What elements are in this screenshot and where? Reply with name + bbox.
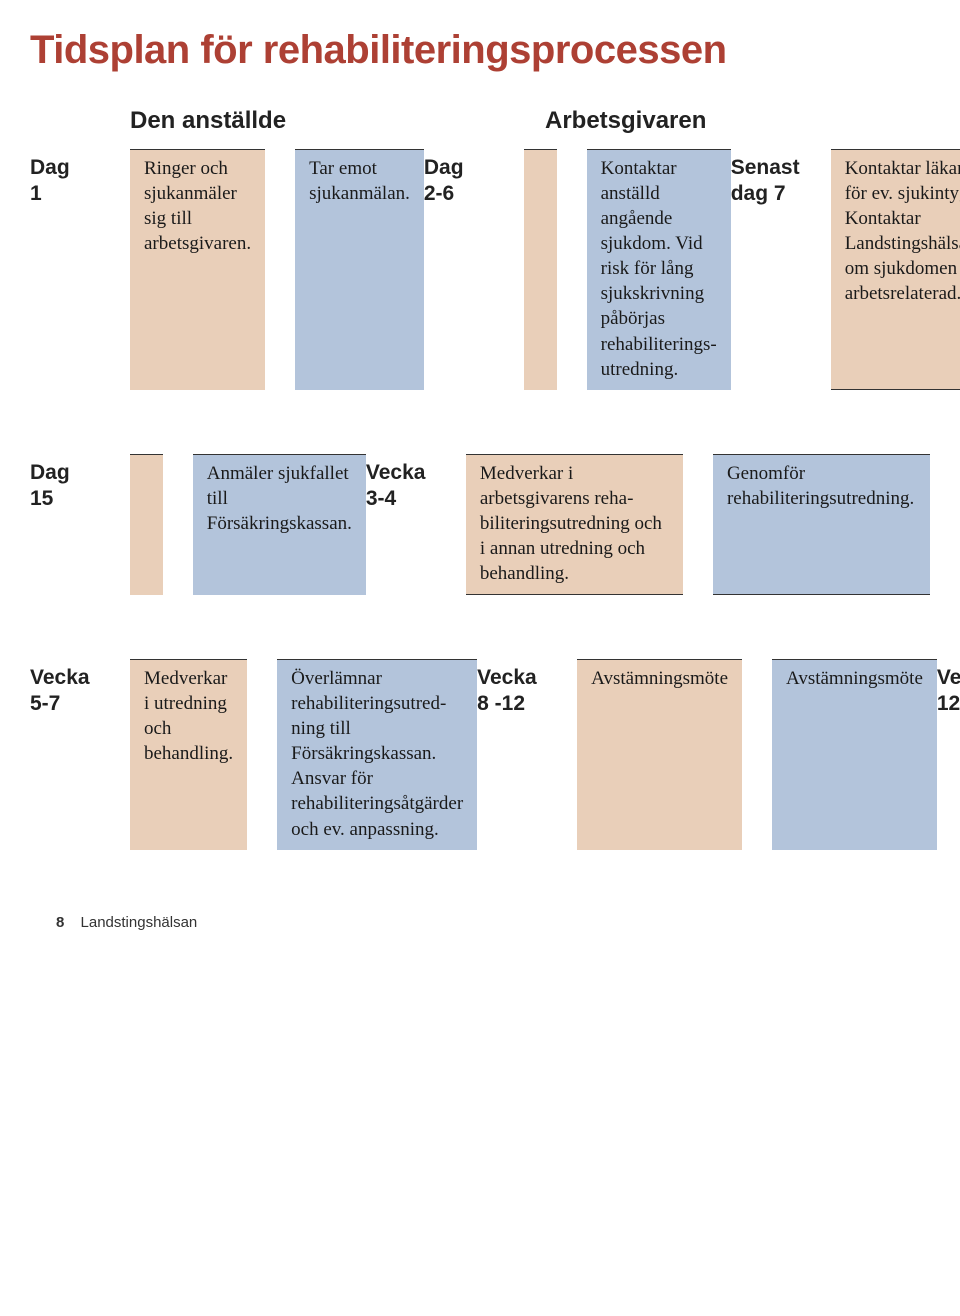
time-label-cell: Vecka8 -12: [477, 659, 577, 850]
employer-header: Arbetsgivaren: [545, 107, 930, 135]
employer-cell-wrap: Tar emot sjukanmälan.: [295, 149, 424, 390]
footer-source: Landstingshälsan: [81, 914, 198, 931]
employer-cell-wrap: Överlämnar rehabiliteringsutred­ning til…: [277, 659, 477, 850]
time-label: Vecka3-4: [366, 460, 466, 513]
schedule-row: Dag1Ringer och sjukanmäler sig till arbe…: [30, 149, 424, 390]
employer-cell-wrap: Anmäler sjukfallet till Försäkringskassa…: [193, 454, 366, 595]
time-label-cell: Dag1: [30, 149, 130, 390]
page-footer: 8 Landstingshälsan: [30, 914, 930, 931]
schedule-row: Dag15 Anmäler sjukfallet till Försäkring…: [30, 454, 366, 595]
employee-cell-wrap: Medverkar i arbetsgivarens reha­biliteri…: [466, 454, 683, 595]
time-label: Dag2-6: [424, 155, 524, 208]
employer-cell-wrap: Genomför rehabiliterings­utredning.: [713, 454, 930, 595]
employee-cell-wrap: Medverkar i utredning och behandling.: [130, 659, 247, 850]
schedule-block: Vecka5-7Medverkar i utredning och behand…: [30, 659, 930, 850]
page-title: Tidsplan för rehabiliteringsprocessen: [30, 28, 930, 73]
time-label-cell: Senastdag 7: [731, 149, 831, 390]
employee-cell: Avstämningsmöte: [577, 659, 742, 850]
time-label-cell: Dag15: [30, 454, 130, 595]
column-headers: Den anställde Arbetsgivaren: [30, 107, 930, 135]
employee-cell: Medverkar i arbetsgivarens reha­biliteri…: [466, 454, 683, 595]
employer-cell: Kontaktar anställd angående sjukdom. Vid…: [587, 149, 731, 390]
schedule-row: Vecka5-7Medverkar i utredning och behand…: [30, 659, 477, 850]
employee-cell-wrap: [130, 454, 163, 595]
page-number: 8: [56, 914, 64, 931]
employer-cell: Genomför rehabiliterings­utredning.: [713, 454, 930, 595]
employee-cell-wrap: Avstämningsmöte: [577, 659, 742, 850]
employee-cell: [130, 454, 163, 595]
schedule-block: Dag1Ringer och sjukanmäler sig till arbe…: [30, 149, 930, 390]
time-label: Dag15: [30, 460, 130, 513]
schedule-table: Dag1Ringer och sjukanmäler sig till arbe…: [30, 149, 930, 850]
schedule-block: Dag15 Anmäler sjukfallet till Försäkring…: [30, 454, 930, 595]
employee-cell: [524, 149, 557, 390]
employee-cell: Ringer och sjukanmäler sig till arbetsgi…: [130, 149, 265, 390]
employer-cell: Överlämnar rehabiliteringsutred­ning til…: [277, 659, 477, 850]
employer-cell: Tar emot sjukanmälan.: [295, 149, 424, 390]
time-label-cell: Dag2-6: [424, 149, 524, 390]
employee-cell-wrap: Kontaktar läkare för ev. sjukintyg. Kont…: [831, 149, 960, 390]
time-label: Vecka 12-: [937, 665, 960, 718]
schedule-row: Vecka3-4Medverkar i arbetsgivarens reha­…: [366, 454, 930, 595]
time-label: Vecka5-7: [30, 665, 130, 718]
time-label-cell: Vecka3-4: [366, 454, 466, 595]
schedule-row: Vecka8 -12AvstämningsmöteAvstämningsmöte: [477, 659, 937, 850]
employee-cell: Medverkar i utredning och behandling.: [130, 659, 247, 850]
employee-cell: Kontaktar läkare för ev. sjukintyg. Kont…: [831, 149, 960, 390]
time-label: Senastdag 7: [731, 155, 831, 208]
schedule-row: Dag2-6 Kontaktar anställd angående sjukd…: [424, 149, 731, 390]
employer-cell-wrap: Kontaktar anställd angående sjukdom. Vid…: [587, 149, 731, 390]
schedule-row: Senastdag 7Kontaktar läkare för ev. sjuk…: [731, 149, 960, 390]
employee-cell-wrap: [524, 149, 557, 390]
time-label: Vecka8 -12: [477, 665, 577, 718]
employee-header: Den anställde: [130, 107, 515, 135]
employer-cell: Avstämningsmöte: [772, 659, 937, 850]
time-label-cell: Vecka5-7: [30, 659, 130, 850]
time-label-cell: Vecka 12-: [937, 659, 960, 850]
time-label: Dag1: [30, 155, 130, 208]
employer-cell: Anmäler sjukfallet till Försäkringskassa…: [193, 454, 366, 595]
employer-cell-wrap: Avstämningsmöte: [772, 659, 937, 850]
employee-cell-wrap: Ringer och sjukanmäler sig till arbetsgi…: [130, 149, 265, 390]
schedule-row: Vecka 12-Fortsatta rehabiliteringsåtgärd…: [937, 659, 960, 850]
